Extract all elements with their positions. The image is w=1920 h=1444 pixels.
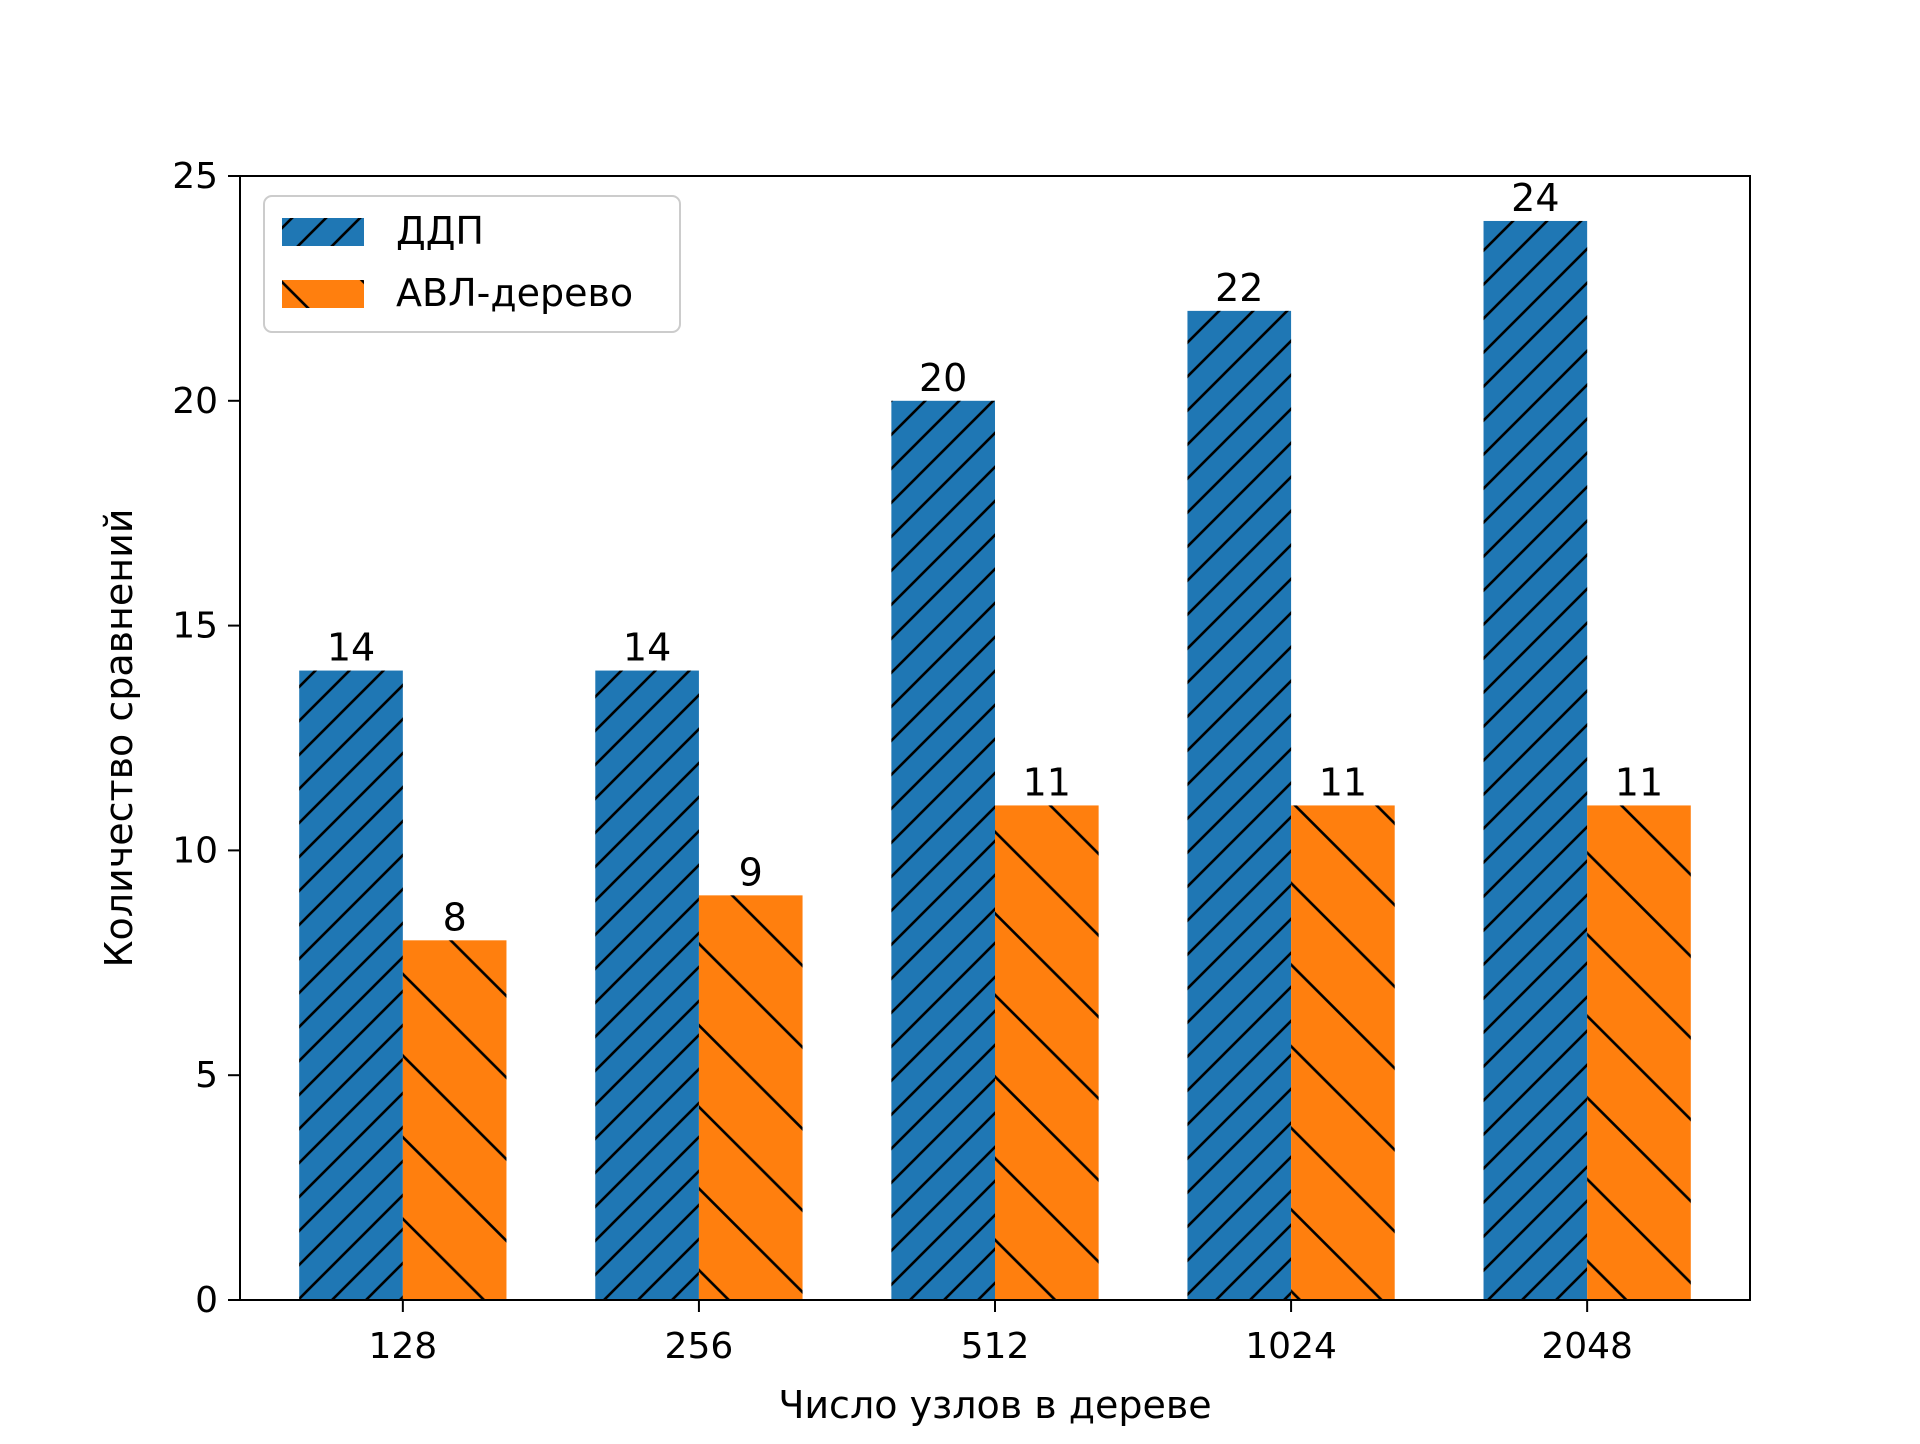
bar-hatch xyxy=(1587,805,1691,1300)
bar-value-label: 11 xyxy=(1023,760,1071,804)
x-tick-label: 128 xyxy=(368,1326,437,1367)
bar-value-label: 11 xyxy=(1319,760,1367,804)
x-tick-label: 2048 xyxy=(1541,1326,1633,1367)
legend-swatch-hatch xyxy=(282,280,364,308)
legend-item-bst: ДДП xyxy=(282,209,484,253)
bar-value-label: 14 xyxy=(327,626,375,670)
y-tick-label: 25 xyxy=(172,156,218,197)
bar-hatch xyxy=(595,670,699,1300)
x-tick-label: 256 xyxy=(665,1326,734,1367)
bar-value-label: 9 xyxy=(739,850,763,894)
bar-value-label: 11 xyxy=(1615,760,1663,804)
bar-hatch xyxy=(698,895,803,1300)
legend-box xyxy=(263,195,681,333)
bar-value-label: 22 xyxy=(1215,266,1263,310)
data-labels-layer: 14 14 20 22 24 8 9 11 11 11 xyxy=(327,176,1663,939)
bars-layer xyxy=(299,220,1691,1301)
x-tick-label: 512 xyxy=(961,1326,1030,1367)
bar-hatch xyxy=(1187,310,1292,1300)
bar-hatch xyxy=(1483,220,1588,1301)
legend-item-avl: АВЛ-дерево xyxy=(282,271,633,315)
x-axis: 128 256 512 1024 2048 xyxy=(368,1300,1633,1367)
bar-value-label: 8 xyxy=(443,895,467,939)
y-tick-label: 15 xyxy=(172,606,218,647)
legend-label: ДДП xyxy=(396,209,484,253)
bar-hatch xyxy=(299,670,403,1300)
y-axis-title: Количество сравнений xyxy=(97,509,141,968)
bar-value-label: 14 xyxy=(623,626,671,670)
bar-avl-512 xyxy=(995,805,1099,1300)
bar-bst-1024 xyxy=(1187,310,1292,1300)
y-tick-label: 10 xyxy=(172,830,218,871)
legend: ДДП АВЛ-дерево xyxy=(263,195,681,333)
bar-bst-256 xyxy=(595,670,699,1300)
y-tick-label: 5 xyxy=(195,1055,218,1096)
bar-bst-128 xyxy=(299,670,403,1300)
bar-hatch xyxy=(891,400,995,1300)
y-tick-label: 0 xyxy=(195,1280,218,1321)
bar-bst-512 xyxy=(891,400,995,1300)
bar-value-label: 24 xyxy=(1511,176,1559,220)
bar-hatch xyxy=(402,940,507,1300)
x-tick-label: 1024 xyxy=(1245,1326,1337,1367)
y-axis: 0 5 10 15 20 25 xyxy=(172,156,240,1321)
bar-value-label: 20 xyxy=(919,356,967,400)
bar-avl-256 xyxy=(698,895,803,1300)
bar-avl-1024 xyxy=(1291,805,1395,1300)
bar-avl-128 xyxy=(402,940,507,1300)
y-tick-label: 20 xyxy=(172,381,218,422)
bar-bst-2048 xyxy=(1483,220,1588,1301)
legend-swatch-hatch xyxy=(282,218,364,246)
bar-hatch xyxy=(995,805,1099,1300)
bar-avl-2048 xyxy=(1587,805,1691,1300)
bar-hatch xyxy=(1291,805,1395,1300)
legend-label: АВЛ-дерево xyxy=(396,271,633,315)
x-axis-title: Число узлов в дереве xyxy=(778,1383,1211,1427)
